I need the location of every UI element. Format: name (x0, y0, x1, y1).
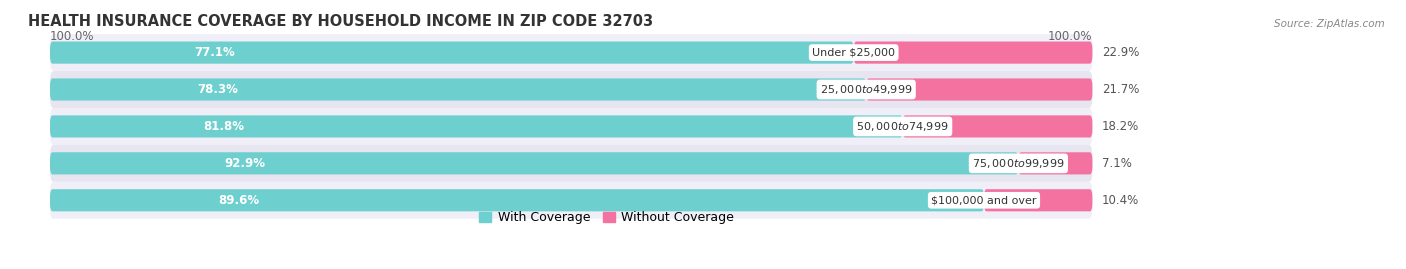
FancyBboxPatch shape (853, 41, 1092, 64)
FancyBboxPatch shape (51, 189, 984, 211)
Text: 21.7%: 21.7% (1102, 83, 1139, 96)
FancyBboxPatch shape (51, 108, 1092, 145)
Text: 18.2%: 18.2% (1102, 120, 1139, 133)
Text: HEALTH INSURANCE COVERAGE BY HOUSEHOLD INCOME IN ZIP CODE 32703: HEALTH INSURANCE COVERAGE BY HOUSEHOLD I… (28, 13, 652, 29)
FancyBboxPatch shape (51, 79, 866, 101)
Text: 81.8%: 81.8% (204, 120, 245, 133)
FancyBboxPatch shape (51, 182, 1092, 219)
FancyBboxPatch shape (51, 34, 1092, 71)
Legend: With Coverage, Without Coverage: With Coverage, Without Coverage (474, 206, 740, 229)
FancyBboxPatch shape (51, 41, 853, 64)
Text: 10.4%: 10.4% (1102, 194, 1139, 207)
FancyBboxPatch shape (51, 115, 903, 137)
Text: $25,000 to $49,999: $25,000 to $49,999 (820, 83, 912, 96)
Text: 7.1%: 7.1% (1102, 157, 1132, 170)
FancyBboxPatch shape (1018, 152, 1092, 174)
FancyBboxPatch shape (903, 115, 1092, 137)
Text: 22.9%: 22.9% (1102, 46, 1139, 59)
FancyBboxPatch shape (866, 79, 1092, 101)
Text: 100.0%: 100.0% (1047, 30, 1092, 43)
Text: 78.3%: 78.3% (197, 83, 238, 96)
FancyBboxPatch shape (984, 189, 1092, 211)
FancyBboxPatch shape (51, 152, 1018, 174)
Text: $100,000 and over: $100,000 and over (931, 195, 1036, 205)
FancyBboxPatch shape (51, 145, 1092, 182)
Text: 92.9%: 92.9% (225, 157, 266, 170)
Text: $50,000 to $74,999: $50,000 to $74,999 (856, 120, 949, 133)
Text: $75,000 to $99,999: $75,000 to $99,999 (972, 157, 1064, 170)
Text: 77.1%: 77.1% (194, 46, 235, 59)
FancyBboxPatch shape (51, 71, 1092, 108)
Text: Under $25,000: Under $25,000 (813, 48, 896, 58)
Text: 100.0%: 100.0% (51, 30, 94, 43)
Text: Source: ZipAtlas.com: Source: ZipAtlas.com (1274, 19, 1385, 29)
Text: 89.6%: 89.6% (218, 194, 259, 207)
